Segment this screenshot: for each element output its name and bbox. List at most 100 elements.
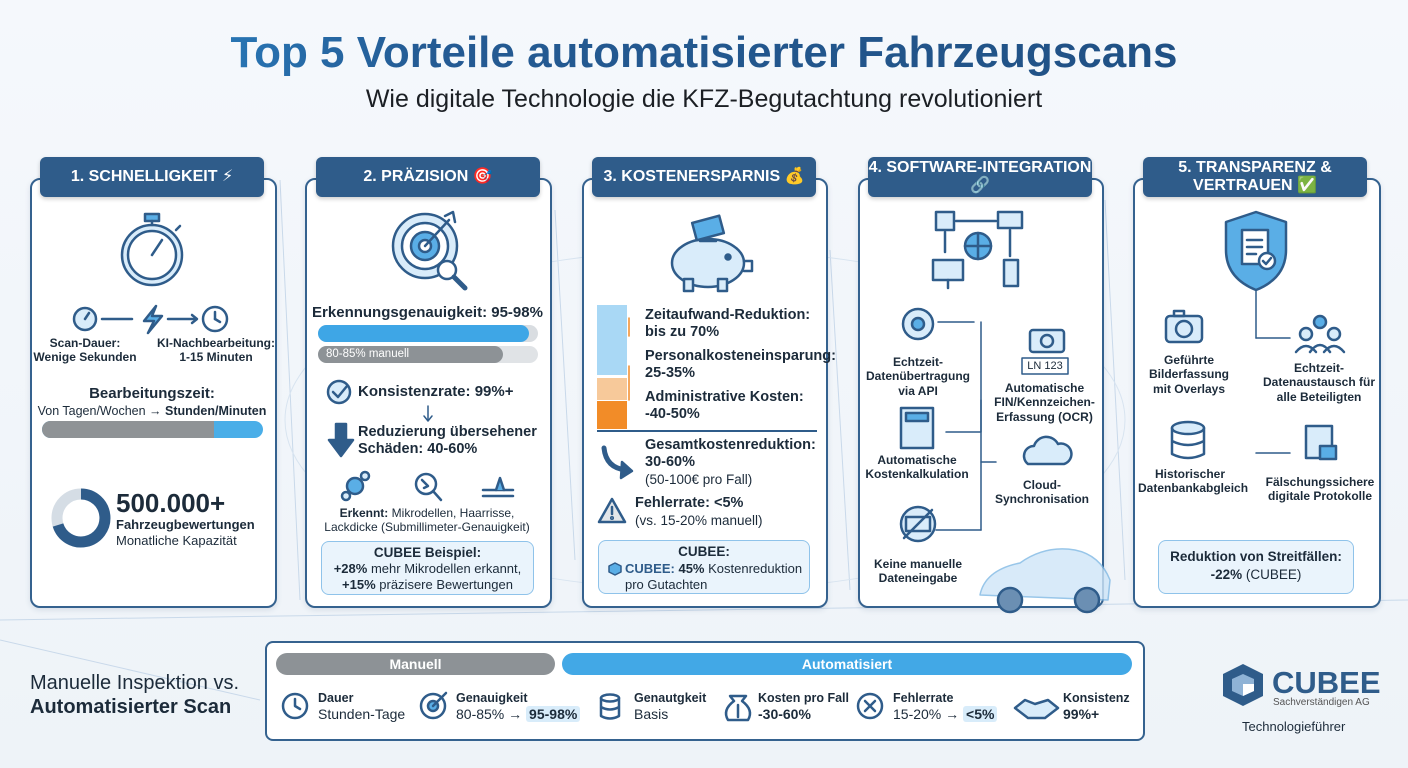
- ocr-cloud-icons: [1021, 328, 1073, 466]
- card-title: 5. TRANSPARENZ & VERTRAUEN ✅: [1143, 157, 1367, 197]
- dispute-label: Reduktion von Streitfällen:: [1170, 549, 1342, 564]
- example-line: +15% präzisere Bewertungen: [321, 577, 534, 593]
- error-note: (vs. 15-20% manuell): [635, 513, 763, 528]
- staff-saving: Personalkosteneinsparung: 25-35%: [645, 348, 836, 382]
- ocr: Automatische FIN/Kennzeichen-Erfassung (…: [994, 381, 1095, 424]
- cube-logo: [608, 562, 622, 576]
- logo-name: CUBEE: [1272, 665, 1381, 700]
- cloud: Cloud-Synchronisation: [994, 478, 1089, 507]
- item-label: Kosten pro Fall: [758, 691, 849, 705]
- item-label: Dauer: [318, 691, 354, 705]
- ki-value: 1-15 Minuten: [179, 350, 253, 364]
- transparency-icons: [1164, 309, 1346, 461]
- network-icon: [931, 210, 1024, 290]
- time-bar-manual: [42, 421, 215, 438]
- calc: Automatische Kostenkalkulation: [865, 453, 969, 482]
- example-box: [321, 541, 534, 595]
- piggy-icon: [670, 214, 754, 293]
- total-note: (50-100€ pro Fall): [645, 472, 753, 487]
- time-from: Von Tagen/Wochen →: [37, 404, 162, 418]
- manual-label: 80-85% manuell: [326, 348, 410, 360]
- logo-subtitle: Sachverständigen AG: [1273, 697, 1370, 708]
- example-text: mehr Mikrodellen erkannt,: [370, 561, 522, 576]
- plate: LN 123: [1027, 360, 1063, 372]
- capacity: 500.000+: [116, 488, 226, 518]
- time-to: Stunden/Minuten: [165, 404, 267, 418]
- example-text: Kostenreduktion pro Gutachten: [625, 561, 803, 592]
- dispute-note: (CUBEE): [1245, 567, 1302, 582]
- total-reduction: Gesamtkostenreduktion: 30-60%: [645, 437, 816, 471]
- protocols: Fälschungssichere digitale Protokolle: [1265, 475, 1375, 504]
- history: Historischer Datenbankabgleich: [1138, 467, 1249, 496]
- cost-stack: [597, 305, 630, 429]
- capacity-note: Monatliche Kapazität: [116, 533, 237, 548]
- item-value: Basis: [634, 706, 669, 722]
- card-title: 2. PRÄZISION 🎯: [316, 157, 540, 197]
- guided: Geführte Bilderfassung mit Overlays: [1148, 353, 1229, 396]
- item-label: Konsistenz: [1063, 691, 1130, 705]
- example-line: CUBEE: 45% Kostenreduktion pro Gutachten: [625, 561, 810, 592]
- time-label: Bearbeitungszeit:: [89, 385, 215, 402]
- accuracy: Erkennungsgenauigkeit: 95-98%: [312, 304, 543, 321]
- item-value: -30-60%: [758, 706, 811, 722]
- capacity-label: Fahrzeugbewertungen: [116, 517, 255, 532]
- down-arrow-icon: [327, 422, 355, 458]
- detects-label: Erkennt:: [339, 506, 389, 520]
- dispute-value: -22%: [1210, 567, 1243, 582]
- example-box: [598, 540, 810, 594]
- scan-value: Wenige Sekunden: [33, 350, 137, 364]
- no-manual: Keine manuelle Dateneingabe: [873, 557, 963, 586]
- time-reduction: Zeitaufwand-Reduktion: bis zu 70%: [645, 307, 811, 341]
- card-title: 3. KOSTENERSPARNIS 💰: [592, 157, 816, 197]
- manual-bar-track: [318, 346, 538, 363]
- admin-costs: Administrative Kosten: -40-50%: [645, 389, 804, 423]
- comparison-title: Automatisierter Scan: [30, 696, 232, 718]
- item-value: 99%+: [1063, 706, 1100, 722]
- item-to: <5%: [963, 706, 998, 722]
- car-illustration: [979, 548, 1111, 614]
- item-label: Fehlerrate: [893, 691, 954, 705]
- example-value: +15%: [342, 577, 376, 592]
- trend-arrow-icon: [601, 445, 634, 480]
- manual-header: Manuell: [276, 653, 555, 675]
- comparison-icons: [281, 691, 1060, 722]
- example-title: CUBEE Beispiel:: [373, 545, 482, 560]
- item-to: 95-98%: [526, 706, 581, 722]
- dispute-line: -22% (CUBEE): [1158, 567, 1354, 583]
- accuracy-bar-track: [318, 325, 538, 342]
- example-title: CUBEE:: [678, 544, 730, 559]
- stopwatch-icon: [120, 212, 184, 287]
- card-title: 4. SOFTWARE-INTEGRATION 🔗: [868, 157, 1092, 197]
- detects-line: Erkennt: Mikrodellen, Haarrisse, Lackdic…: [313, 506, 541, 535]
- api: Echtzeit-Datenübertragung via API: [865, 355, 970, 398]
- comparison-title: Manuelle Inspektion vs.: [30, 672, 240, 694]
- example-value: +28%: [333, 561, 368, 576]
- item-from: 15-20% →: [893, 706, 960, 722]
- item-label: Genautgkeit: [634, 691, 707, 705]
- example-value: 45%: [678, 561, 705, 576]
- error-rate: Fehlerrate: <5%: [635, 495, 744, 511]
- check-icon: [326, 379, 352, 405]
- manual-bar: [318, 346, 503, 363]
- accuracy-bar: [318, 325, 530, 342]
- reduction: Reduzierung übersehener Schäden: 40-60%: [358, 424, 537, 458]
- example-line: +28% mehr Mikrodellen erkannt,: [321, 561, 534, 577]
- exchange: Echtzeit-Datenaustausch für alle Beteili…: [1262, 361, 1376, 404]
- card-title: 1. SCHNELLIGKEIT ⚡: [40, 157, 264, 197]
- consistency: Konsistenzrate: 99%+: [358, 383, 514, 400]
- dispute-box: [1158, 540, 1354, 594]
- divider: [597, 430, 817, 432]
- arrow-icon: [423, 405, 433, 422]
- item-line: 80-85% → 95-98%: [456, 706, 581, 723]
- integration-icons: [899, 307, 997, 543]
- ki-label: KI-Nachbearbeitung:: [156, 336, 275, 350]
- scan-label: Scan-Dauer:: [49, 336, 121, 350]
- logo-mark: [1223, 664, 1263, 706]
- subtitle: Wie digitale Technologie die KFZ-Begutac…: [365, 85, 1043, 113]
- auto-header: Automatisiert: [562, 653, 1132, 675]
- damage-icons: [340, 470, 515, 502]
- title: Top 5 Vorteile automatisierter Fahrzeugs…: [0, 28, 1408, 78]
- donut-icon: [51, 488, 111, 548]
- warning-icon: [597, 497, 627, 524]
